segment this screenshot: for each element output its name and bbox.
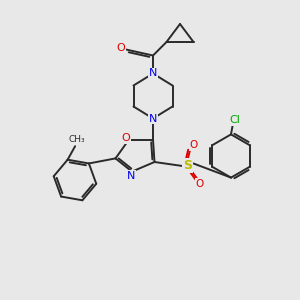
Text: O: O	[116, 43, 125, 53]
Text: O: O	[121, 133, 130, 143]
Text: Cl: Cl	[229, 115, 240, 125]
Text: S: S	[183, 159, 192, 172]
Text: N: N	[149, 68, 157, 79]
Text: N: N	[127, 171, 136, 181]
Text: O: O	[189, 140, 198, 150]
Text: N: N	[149, 113, 157, 124]
Text: O: O	[195, 179, 204, 189]
Text: CH₃: CH₃	[68, 135, 85, 144]
